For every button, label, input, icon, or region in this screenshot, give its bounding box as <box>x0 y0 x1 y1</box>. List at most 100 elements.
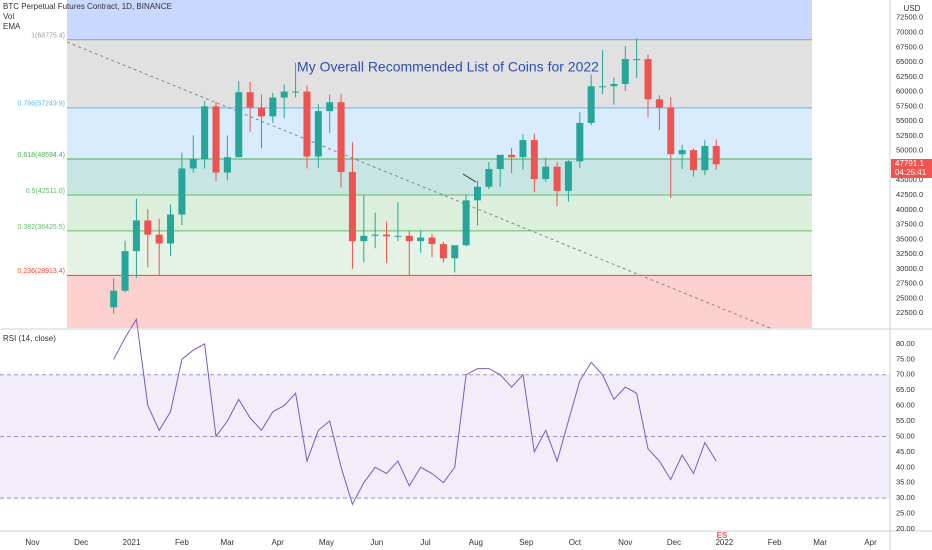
fib-band <box>67 194 812 231</box>
candle-body <box>519 140 527 158</box>
candle-body <box>269 97 277 117</box>
x-tick-label: Nov <box>25 538 39 547</box>
y-tick-label: 35.00 <box>896 478 915 487</box>
y-tick-label: 70000.0 <box>896 27 923 36</box>
indicator-label: EMA <box>3 22 21 31</box>
candle-body <box>712 145 720 165</box>
x-tick-label: Dec <box>667 538 681 547</box>
y-tick-label: 55.00 <box>896 416 915 425</box>
candle-body <box>473 186 481 201</box>
y-tick-label: 42500.0 <box>896 190 923 199</box>
y-tick-label: 65000.0 <box>896 57 923 66</box>
candle-body <box>189 158 197 169</box>
countdown-label: 04:25:41 <box>895 168 927 177</box>
y-tick-label: 40.00 <box>896 462 915 471</box>
trend-line <box>66 41 771 329</box>
indicator-label: Vol <box>3 12 14 21</box>
x-tick-label: Feb <box>768 538 782 547</box>
y-tick-label: 52500.0 <box>896 131 923 140</box>
x-tick-label: 2022 <box>715 538 733 547</box>
candle-body <box>451 245 459 259</box>
y-tick-label: 22500.0 <box>896 308 923 317</box>
candle-body <box>439 244 447 259</box>
candle-body <box>587 86 595 123</box>
candle-body <box>144 220 152 235</box>
candle-body <box>201 106 209 159</box>
candle-body <box>508 154 516 158</box>
candle-body <box>405 235 413 242</box>
candle-body <box>337 102 345 172</box>
y-tick-label: 60000.0 <box>896 87 923 96</box>
candle-body <box>121 251 129 291</box>
y-tick-label: 25.00 <box>896 509 915 518</box>
x-tick-label: Aug <box>469 538 483 547</box>
candle-body <box>417 237 425 242</box>
y-tick-label: 75.00 <box>896 354 915 363</box>
candle-body <box>326 102 334 112</box>
candle-body <box>132 220 140 252</box>
y-tick-label: 30.00 <box>896 493 915 502</box>
y-tick-label: 20.00 <box>896 524 915 533</box>
candles <box>110 38 720 314</box>
candle-body <box>314 111 322 157</box>
candle-body <box>564 161 572 191</box>
candle-body <box>155 234 163 244</box>
rsi-pane <box>0 317 890 506</box>
event-marker: ES <box>717 531 728 540</box>
candle-body <box>110 290 118 308</box>
currency-label: USD <box>904 4 921 13</box>
arrow-drawing <box>462 173 477 183</box>
fib-band <box>67 275 812 328</box>
y-tick-label: 25000.0 <box>896 293 923 302</box>
x-tick-label: Apr <box>271 538 284 547</box>
candle-body <box>610 83 618 87</box>
y-tick-label: 55000.0 <box>896 116 923 125</box>
x-tick-label: Mar <box>220 538 234 547</box>
candle-body <box>553 166 561 191</box>
fib-band <box>67 107 812 160</box>
y-tick-label: 45.00 <box>896 447 915 456</box>
candle-body <box>576 122 584 162</box>
fib-retracement: 1(68775.4) 0.786(57249.9) 0.618(48594.4) 0.… <box>18 0 812 328</box>
y-tick-label: 45000.0 <box>896 175 923 184</box>
y-tick-label: 32500.0 <box>896 249 923 258</box>
fib-band <box>67 230 812 276</box>
y-tick-label: 27500.0 <box>896 279 923 288</box>
fib-band <box>67 0 812 40</box>
price-badge <box>891 159 932 178</box>
x-tick-label: Nov <box>618 538 632 547</box>
x-tick-label: Apr <box>864 538 877 547</box>
chart-title: My Overall Recommended List of Coins for… <box>297 59 599 75</box>
candle-body <box>599 86 607 88</box>
fib-label: 0.236(28913.4) <box>18 268 65 275</box>
candle-body <box>178 168 186 215</box>
y-tick-label: 62500.0 <box>896 72 923 81</box>
y-tick-label: 40000.0 <box>896 205 923 214</box>
y-tick-label: 50.00 <box>896 431 915 440</box>
x-tick-label: Sep <box>519 538 534 547</box>
x-tick-label: 2021 <box>123 538 141 547</box>
candle-body <box>303 91 311 157</box>
y-tick-label: 57500.0 <box>896 101 923 110</box>
rsi-title: RSI (14, close) <box>3 334 56 343</box>
fib-label: 0.786(57249.9) <box>18 101 65 108</box>
candle-body <box>223 157 231 173</box>
x-tick-label: Jun <box>370 538 383 547</box>
candle-body <box>360 235 368 242</box>
candle-body <box>428 237 436 245</box>
y-tick-label: 70.00 <box>896 370 915 379</box>
fib-label: 0.5(42511.0) <box>26 188 65 195</box>
candle-body <box>257 107 265 117</box>
symbol-header: BTC Perpetual Futures Contract, 1D, BINA… <box>3 2 172 11</box>
x-tick-label: Mar <box>813 538 827 547</box>
y-tick-label: 67500.0 <box>896 42 923 51</box>
y-tick-label: 72500.0 <box>896 13 923 22</box>
x-tick-label: Oct <box>569 538 582 547</box>
y-tick-label: 37500.0 <box>896 220 923 229</box>
y-tick-label: 30000.0 <box>896 264 923 273</box>
y-tick-label: 35000.0 <box>896 234 923 243</box>
candle-body <box>292 91 300 93</box>
y-tick-label: 50000.0 <box>896 146 923 155</box>
candle-body <box>212 106 220 173</box>
